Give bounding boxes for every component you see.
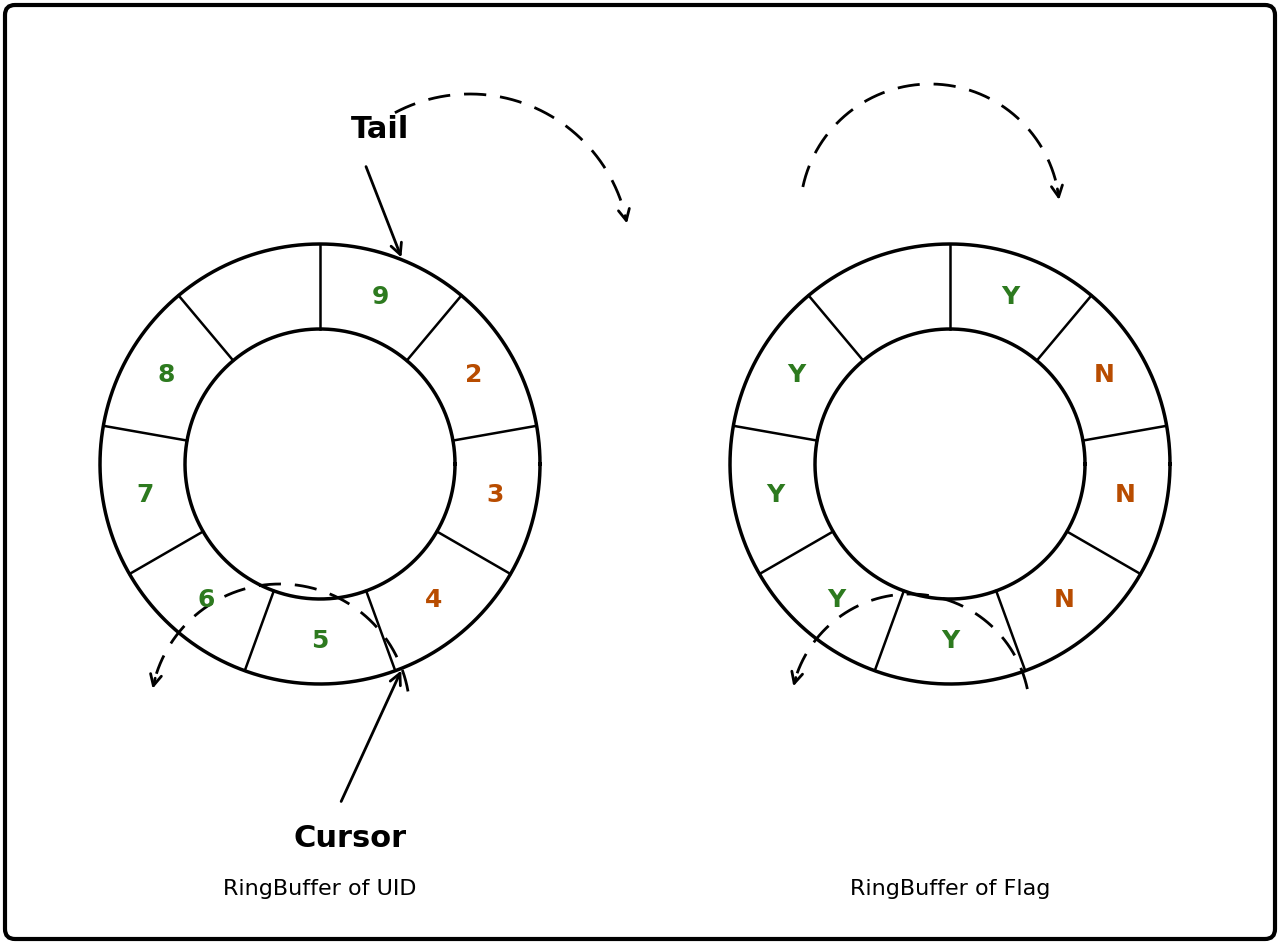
Text: 8: 8 [157,363,175,387]
Text: 7: 7 [137,482,154,507]
FancyBboxPatch shape [5,5,1275,939]
Text: 5: 5 [311,630,329,653]
Text: Y: Y [941,630,959,653]
Text: Y: Y [1001,285,1020,310]
Text: Tail: Tail [351,115,410,144]
Text: Y: Y [787,363,805,387]
Text: 9: 9 [372,285,389,310]
Text: 2: 2 [465,363,483,387]
Text: N: N [1053,588,1074,612]
Text: RingBuffer of UID: RingBuffer of UID [223,879,417,899]
Text: N: N [1093,363,1114,387]
Text: RingBuffer of Flag: RingBuffer of Flag [850,879,1050,899]
Text: 6: 6 [197,588,215,612]
Text: 3: 3 [486,482,503,507]
Text: Y: Y [827,588,845,612]
Text: Y: Y [765,482,785,507]
Text: Cursor: Cursor [293,824,407,853]
Text: N: N [1115,482,1135,507]
Text: 4: 4 [425,588,443,612]
